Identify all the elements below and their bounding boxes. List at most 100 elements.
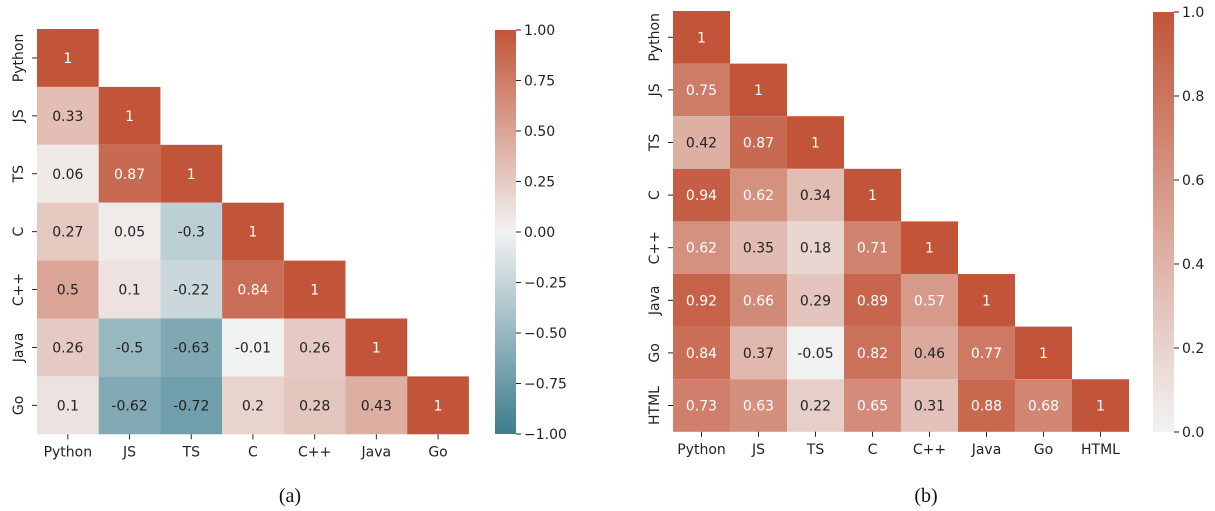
- heatmap-a-cell-Go-C++: [283, 376, 346, 435]
- heatmap-b-cell-label: 0.46: [914, 346, 945, 362]
- colorbar-tick-label: 0.6: [1182, 173, 1204, 189]
- heatmap-a-cell-Java-JS: [98, 318, 161, 377]
- heatmap-b-cell-label: 0.88: [971, 399, 1002, 415]
- heatmap-b-cell-Go-JS: [730, 326, 787, 380]
- heatmap-a-cell-label: -0.63: [173, 340, 209, 356]
- heatmap-a-cell-label: 0.26: [299, 340, 330, 356]
- heatmap-b-cell-C-Python: [673, 168, 730, 222]
- heatmap-a-cell-label: 0.05: [114, 225, 145, 241]
- heatmap-b-cell-label: 0.71: [857, 241, 888, 257]
- heatmap-b-cell-Java-Python: [673, 274, 730, 327]
- heatmap-b-cell-TS-TS: [787, 116, 844, 169]
- heatmap-b-cell-label: 0.63: [743, 399, 774, 415]
- heatmap-a-cell-label: 0.06: [52, 167, 83, 183]
- heatmap-a-cell-label: 0.1: [57, 398, 79, 414]
- heatmap-b-cell-C++-Python: [673, 221, 730, 274]
- heatmap-b-cell-Python-Python: [673, 11, 730, 64]
- x-tick-label: TS: [806, 442, 825, 458]
- heatmap-a-cell-label: 0.2: [242, 398, 264, 414]
- x-tick-label: Go: [428, 444, 447, 460]
- heatmap-a-cell-label: 1: [434, 398, 443, 414]
- heatmap-a-cell-Go-C: [222, 376, 284, 435]
- heatmap-b-cell-label: 0.34: [800, 188, 831, 204]
- heatmap-b-cell-C++-C: [844, 221, 901, 274]
- heatmap-a-cell-label: 0.87: [114, 167, 145, 183]
- heatmap-b-cell-Go-TS: [787, 326, 844, 380]
- heatmap-b-cell-label: 0.18: [800, 241, 831, 257]
- heatmap-b-cell-label: 0.66: [743, 293, 774, 309]
- heatmap-b-cell-C++-TS: [787, 221, 844, 274]
- heatmap-a-cell-Java-Python: [37, 318, 99, 377]
- heatmap-b-cell-HTML-JS: [730, 379, 787, 432]
- heatmap-b-cell-label: 0.77: [971, 346, 1002, 362]
- heatmap-b-cell-label: 0.37: [743, 346, 774, 362]
- colorbar-tick-label: 0.8: [1182, 89, 1204, 105]
- heatmap-b-cell-HTML-C++: [901, 379, 958, 432]
- heatmap-b-cell-label: 1: [925, 241, 934, 257]
- y-tick-label: HTML: [647, 386, 663, 425]
- heatmap-a-cell-Go-Java: [345, 376, 408, 435]
- colorbar-tick-label: 0.00: [524, 225, 555, 241]
- colorbar-a-gradient: [495, 30, 516, 434]
- colorbar-tick-label: −0.25: [524, 276, 567, 292]
- y-tick-label: Java: [647, 286, 663, 317]
- heatmap-b-cell-label: 0.87: [743, 136, 774, 152]
- colorbar-tick-label: 1.00: [524, 23, 555, 39]
- heatmap-a-cell-label: 0.5: [57, 283, 79, 299]
- heatmap-a-cell-label: 0.26: [52, 340, 83, 356]
- heatmap-a-cell-label: 0.33: [52, 109, 83, 125]
- panel-a-caption: (a): [279, 485, 301, 507]
- heatmap-b-cell-C-TS: [787, 168, 844, 222]
- heatmap-a-cell-Python-Python: [37, 29, 99, 87]
- heatmap-b-cell-label: 1: [697, 30, 706, 46]
- heatmap-b-cell-Java-TS: [787, 274, 844, 327]
- heatmap-b-x-axis: Python JS TS C C++ Java Go HTML: [677, 431, 1120, 458]
- x-tick-label: Java: [361, 444, 392, 460]
- heatmap-b-cell-label: 0.29: [800, 293, 831, 309]
- colorbar-tick-label: 1.0: [1182, 5, 1204, 21]
- heatmap-a-cell-label: 0.43: [361, 398, 392, 414]
- heatmap-panel-b: 1 0.75 1 0.42 0.87 1 0.94 0.62 0.34 1 0.62 0.35 0.18…: [647, 5, 1204, 507]
- heatmap-b-cell-label: 0.65: [857, 399, 888, 415]
- heatmap-b-cell-label: 0.73: [686, 399, 717, 415]
- heatmap-a-cell-C-TS: [160, 202, 223, 261]
- heatmap-a-cell-label: 1: [125, 109, 134, 125]
- heatmap-b-cell-label: 1: [868, 188, 877, 204]
- heatmap-b-cell-label: 0.84: [686, 346, 717, 362]
- heatmap-a-cell-TS-Python: [37, 144, 99, 203]
- colorbar-b: 1.0 0.8 0.6 0.4 0.2 0.0: [1153, 5, 1204, 441]
- heatmap-a-cell-label: -0.62: [111, 398, 147, 414]
- heatmap-b-cell-Go-Python: [673, 326, 730, 380]
- colorbar-tick-label: 0.25: [524, 175, 555, 191]
- heatmap-a-cell-label: -0.01: [235, 340, 271, 356]
- heatmap-b-cell-Java-C: [844, 274, 901, 327]
- heatmap-panel-a: 1 0.33 1 0.06 0.87 1 0.27 0.05 -0.3 1 0.5 0.1 -0.22 0…: [11, 23, 567, 507]
- heatmap-a-cells: 1 0.33 1 0.06 0.87 1 0.27 0.05 -0.3 1 0.5 0.1 -0.22 0…: [37, 29, 469, 435]
- heatmap-b-cell-JS-Python: [673, 63, 730, 117]
- heatmap-b-cell-Go-C++: [901, 326, 958, 380]
- heatmap-b-cell-label: 0.62: [686, 241, 717, 257]
- colorbar-tick-label: 0.0: [1182, 425, 1204, 441]
- y-tick-label: C++: [647, 231, 663, 264]
- heatmap-a-cell-label: -0.22: [173, 283, 209, 299]
- heatmap-a-cell-label: -0.5: [116, 340, 143, 356]
- heatmap-b-cell-label: 0.31: [914, 399, 945, 415]
- heatmap-b-cell-label: 1: [754, 83, 763, 99]
- heatmap-a-cell-label: -0.3: [178, 225, 205, 241]
- y-tick-label: Go: [11, 396, 27, 415]
- heatmap-a-cell-Go-TS: [160, 376, 223, 435]
- heatmap-b-y-axis: Python JS TS C C++ Java Go HTML: [647, 13, 673, 425]
- x-tick-label: C++: [298, 444, 331, 460]
- heatmap-b-cell-label: 0.62: [743, 188, 774, 204]
- colorbar-tick-label: 0.50: [524, 124, 555, 140]
- heatmap-b-cell-C-JS: [730, 168, 787, 222]
- heatmap-a-cell-label: 1: [372, 340, 381, 356]
- heatmap-a-cell-label: 0.1: [118, 283, 140, 299]
- heatmap-b-cell-Java-JS: [730, 274, 787, 327]
- x-tick-label: HTML: [1081, 442, 1120, 458]
- heatmap-b-cell-C-C: [844, 168, 901, 222]
- y-tick-label: Go: [647, 343, 663, 362]
- heatmap-b-cell-label: -0.05: [797, 346, 833, 362]
- heatmap-a-cell-Go-Python: [37, 376, 99, 435]
